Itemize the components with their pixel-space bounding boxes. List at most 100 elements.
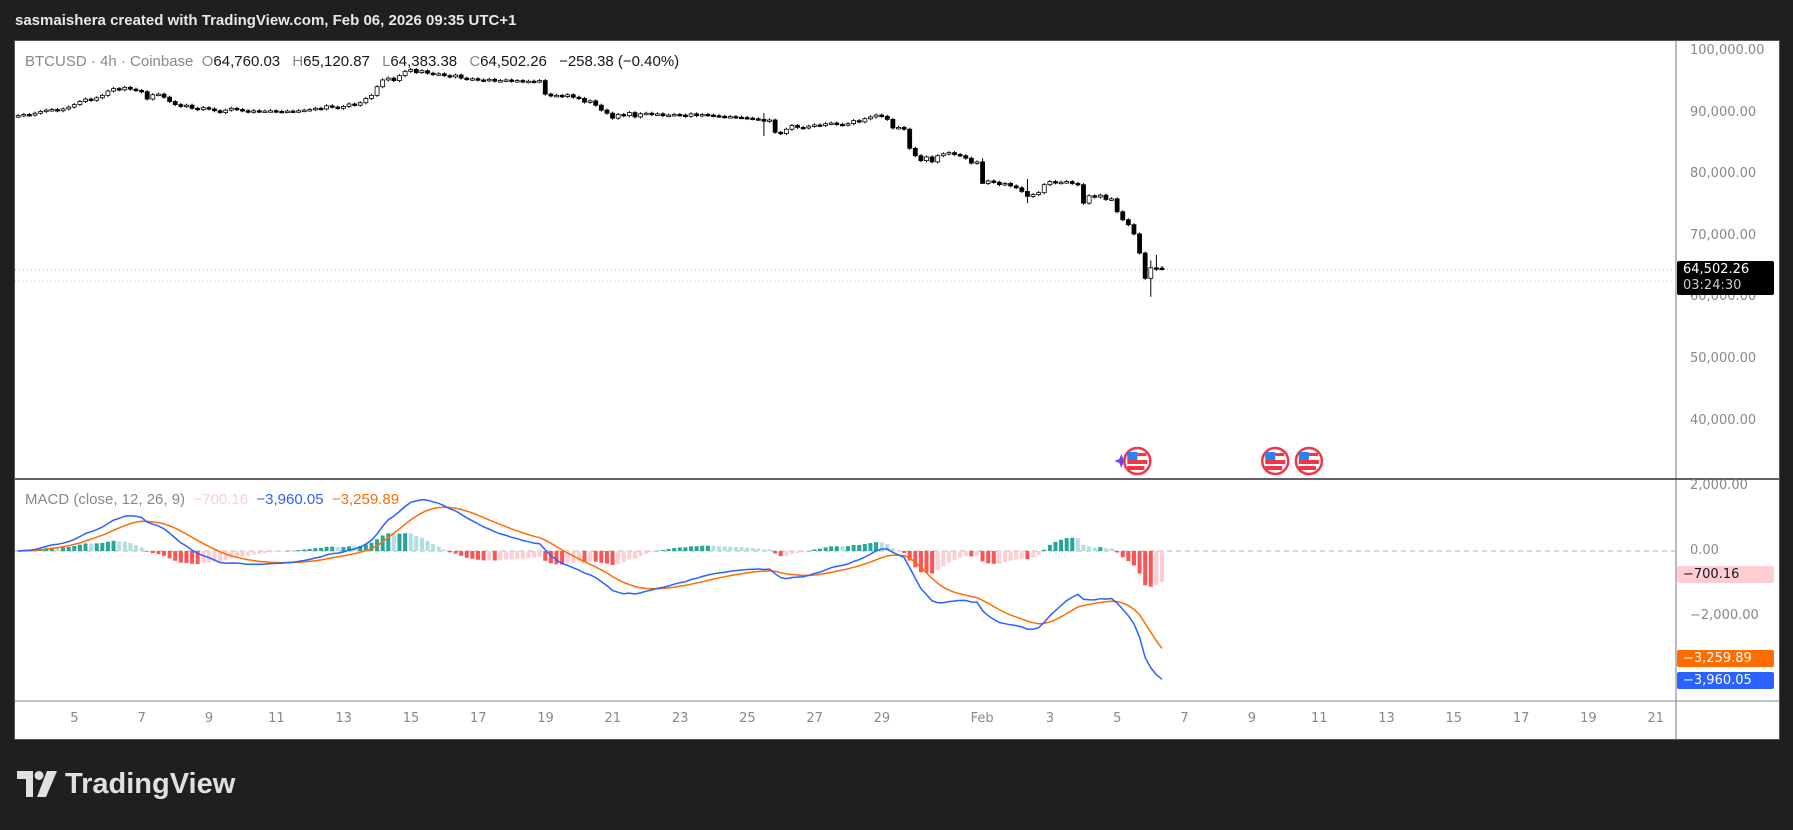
candle-body xyxy=(441,73,447,77)
candle-body xyxy=(284,110,290,113)
candle-body xyxy=(66,106,72,110)
candle-body xyxy=(957,154,963,157)
candle-body xyxy=(632,112,638,118)
candle-body xyxy=(99,94,105,99)
macd-histogram-bar xyxy=(582,551,587,563)
macd-histogram-bar xyxy=(442,549,447,551)
macd-histogram-bar xyxy=(453,551,458,554)
macd-histogram-bar xyxy=(941,551,946,567)
candle-body xyxy=(840,123,845,127)
macd-histogram-bar xyxy=(195,551,200,565)
candle-body xyxy=(587,100,593,103)
macd-histogram-bar xyxy=(974,551,979,556)
macd-histogram-bar xyxy=(689,546,694,551)
macd-legend: MACD (close, 12, 26, 9) −700.16 −3,960.0… xyxy=(25,491,399,508)
macd-histogram-bar xyxy=(1059,539,1064,551)
macd-histogram-bar xyxy=(784,551,789,556)
candle-body xyxy=(666,114,672,117)
macd-histogram-bar xyxy=(1159,551,1164,582)
candle-body xyxy=(279,110,285,114)
macd-histogram-bar xyxy=(470,551,475,559)
candle-body xyxy=(77,101,83,105)
macd-histogram-bar xyxy=(1120,551,1125,558)
candle-body xyxy=(615,114,621,119)
macd-histogram-bar xyxy=(846,546,851,551)
macd-histogram-bar xyxy=(509,551,514,560)
macd-histogram-bar xyxy=(806,550,811,552)
macd-histogram-bar xyxy=(391,533,396,551)
candle-body xyxy=(576,96,582,100)
candle-body xyxy=(49,109,55,112)
macd-histogram-bar xyxy=(778,551,783,557)
candle-body xyxy=(767,119,772,122)
macd-histogram-bar xyxy=(190,551,195,564)
macd-histogram-bar xyxy=(111,540,116,551)
symbol-info[interactable]: BTCUSD · 4h · Coinbase xyxy=(25,53,194,70)
macd-histogram-bar xyxy=(823,547,828,551)
candle-body xyxy=(783,128,789,134)
us-flag-stripe xyxy=(1275,453,1285,456)
candle-body xyxy=(1064,181,1070,184)
price-tick-label: 80,000.00 xyxy=(1690,166,1757,182)
candle-body xyxy=(694,113,700,117)
candle-body xyxy=(200,107,206,110)
us-flag-stripe xyxy=(1308,453,1318,456)
price-tick-label: 100,000.00 xyxy=(1690,43,1765,58)
price-tick-label: 50,000.00 xyxy=(1690,351,1757,366)
candle-body xyxy=(817,124,823,127)
time-tick-label: 23 xyxy=(671,711,689,726)
macd-indicator-name[interactable]: MACD (close, 12, 26, 9) xyxy=(25,491,186,508)
candle-body xyxy=(845,123,851,126)
macd-histogram-bar xyxy=(1154,551,1159,585)
candle-body xyxy=(352,103,358,106)
candle-body xyxy=(974,161,980,164)
us-flag-stripe xyxy=(1298,460,1319,464)
macd-histogram-bar xyxy=(773,551,778,554)
macd-histogram-bar xyxy=(492,551,497,561)
candle-body xyxy=(341,106,346,109)
macd-histogram-bar xyxy=(554,551,559,565)
candle-body xyxy=(946,152,952,155)
price-tick-label: 90,000.00 xyxy=(1690,104,1757,120)
macd-signal-tag: −3,259.89 xyxy=(1677,650,1774,667)
time-tick-label: 5 xyxy=(1113,711,1122,726)
macd-histogram-bar xyxy=(1081,544,1086,551)
macd-histogram-bar xyxy=(986,551,991,564)
chart-area[interactable]: BTCUSD · 4h · Coinbase O64,760.03 H65,12… xyxy=(14,40,1780,740)
macd-histogram-bar xyxy=(1070,537,1075,551)
macd-histogram-bar xyxy=(397,533,402,551)
candle-body xyxy=(526,80,531,84)
candle-body xyxy=(1114,198,1120,213)
candle-body xyxy=(514,80,520,83)
candle-body xyxy=(699,114,705,117)
candle-body xyxy=(968,157,974,164)
candle-body xyxy=(464,77,470,81)
candle-body xyxy=(739,116,744,120)
macd-histogram-bar xyxy=(330,546,335,551)
macd-histogram-bar xyxy=(167,551,172,559)
candle-body xyxy=(206,107,212,110)
candle-body xyxy=(447,75,453,78)
candle-body xyxy=(1120,211,1126,221)
candle-body xyxy=(750,117,756,121)
candle-body xyxy=(262,110,268,113)
macd-histogram-bar xyxy=(49,547,54,551)
macd-histogram-bar xyxy=(913,551,918,568)
macd-histogram-bar xyxy=(728,546,733,551)
macd-histogram-bar xyxy=(952,551,957,560)
candle-body xyxy=(1036,192,1042,195)
candle-body xyxy=(1153,267,1159,270)
candle-body xyxy=(722,115,728,119)
macd-histogram-bar xyxy=(1143,551,1148,586)
macd-histogram-bar xyxy=(1036,551,1041,555)
macd-histogram-bar xyxy=(447,551,452,553)
candle-body xyxy=(228,107,234,111)
macd-histogram-bar xyxy=(1092,547,1097,551)
candle-body xyxy=(772,119,778,133)
macd-histogram-bar xyxy=(761,549,766,551)
tradingview-logo[interactable]: TradingView xyxy=(17,766,235,802)
chart-canvas[interactable] xyxy=(15,41,1779,739)
candle-body xyxy=(1002,183,1008,186)
candle-body xyxy=(469,78,475,81)
time-tick-label: 21 xyxy=(604,711,622,726)
